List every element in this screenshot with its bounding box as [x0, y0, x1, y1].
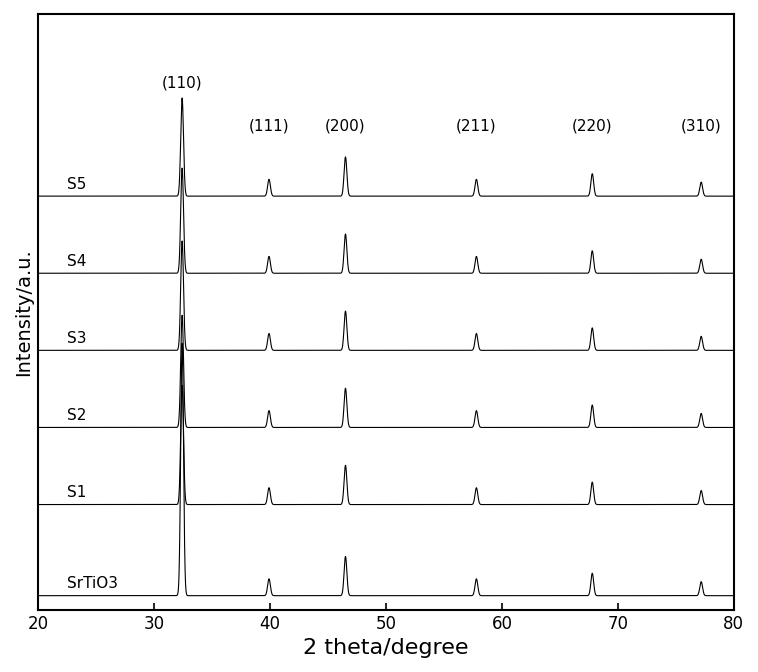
Text: SrTiO3: SrTiO3 — [67, 577, 118, 591]
Text: S5: S5 — [67, 177, 86, 192]
Text: S1: S1 — [67, 485, 86, 501]
Text: S2: S2 — [67, 409, 86, 423]
Text: (110): (110) — [161, 76, 202, 91]
Text: (220): (220) — [572, 118, 612, 133]
Text: (200): (200) — [325, 118, 366, 133]
Text: (310): (310) — [681, 118, 722, 133]
Text: (211): (211) — [456, 118, 496, 133]
Text: (111): (111) — [249, 118, 290, 133]
Y-axis label: Intensity/a.u.: Intensity/a.u. — [14, 248, 33, 376]
Text: S4: S4 — [67, 254, 86, 269]
Text: S3: S3 — [67, 331, 87, 346]
X-axis label: 2 theta/degree: 2 theta/degree — [303, 638, 468, 658]
